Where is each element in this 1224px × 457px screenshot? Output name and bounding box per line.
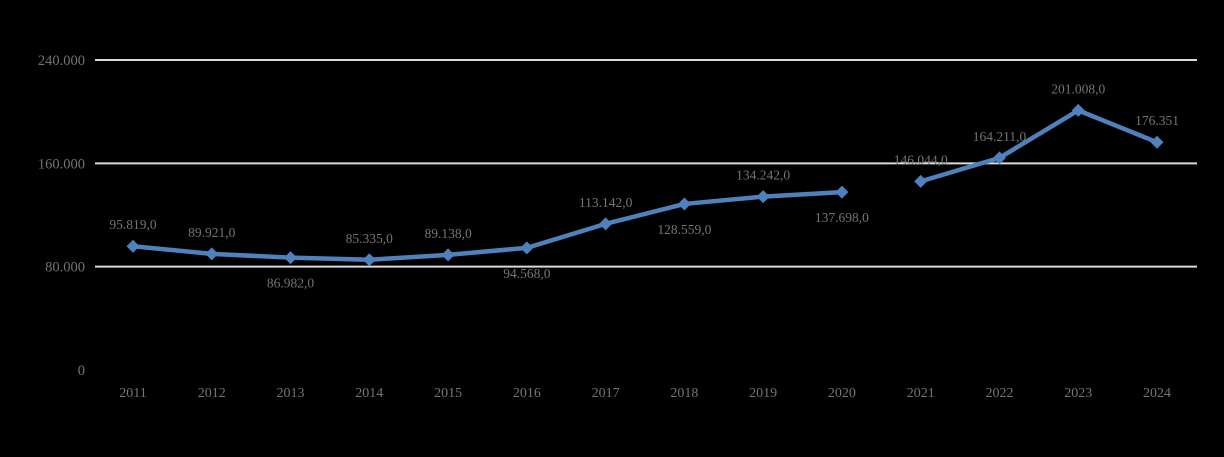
data-point-marker-2012 bbox=[205, 247, 219, 261]
x-axis-label-2022: 2022 bbox=[985, 386, 1013, 401]
data-point-marker-2020 bbox=[835, 185, 849, 199]
y-axis-label-0: 0 bbox=[78, 363, 85, 379]
data-label-2013: 86.982,0 bbox=[267, 276, 315, 291]
data-label-2024: 176.351 bbox=[1135, 113, 1179, 128]
data-point-marker-2018 bbox=[677, 197, 691, 211]
data-label-2016: 94.568,0 bbox=[503, 266, 551, 281]
data-point-marker-2022 bbox=[992, 151, 1006, 165]
x-axis-label-2012: 2012 bbox=[198, 386, 226, 401]
data-label-2022: 164.211,0 bbox=[973, 129, 1027, 144]
data-label-2014: 85.335,0 bbox=[346, 231, 394, 246]
x-axis-label-2021: 2021 bbox=[907, 386, 935, 401]
x-axis-label-2020: 2020 bbox=[828, 386, 856, 401]
data-point-marker-2019 bbox=[756, 190, 770, 204]
data-label-2020: 137.698,0 bbox=[815, 210, 869, 225]
x-axis-label-2017: 2017 bbox=[592, 386, 620, 401]
data-label-2019: 134.242,0 bbox=[736, 168, 790, 183]
y-axis-label-80.000: 80.000 bbox=[45, 260, 85, 276]
data-point-marker-2014 bbox=[362, 253, 376, 267]
data-point-marker-2024 bbox=[1150, 135, 1164, 149]
data-label-2017: 113.142,0 bbox=[579, 195, 633, 210]
x-axis-label-2023: 2023 bbox=[1064, 386, 1092, 401]
data-label-2015: 89.138,0 bbox=[424, 226, 472, 241]
x-axis-label-2014: 2014 bbox=[355, 386, 383, 401]
data-point-marker-2011 bbox=[126, 239, 140, 253]
y-axis-labels-group: 240.000 160.000 80.000 0 bbox=[38, 53, 85, 379]
markers-group bbox=[126, 103, 1164, 267]
x-axis-label-2016: 2016 bbox=[513, 386, 541, 401]
x-axis-label-2024: 2024 bbox=[1143, 386, 1171, 401]
y-axis-label-240.000: 240.000 bbox=[38, 53, 85, 69]
data-labels-group: 95.819,0 89.921,0 86.982,0 85.335,0 89.138,0… bbox=[109, 81, 1179, 290]
series-line-segment-2 bbox=[918, 108, 1160, 184]
data-point-marker-2017 bbox=[599, 217, 613, 231]
data-point-marker-2021 bbox=[914, 174, 928, 188]
data-label-2018: 128.559,0 bbox=[657, 222, 711, 237]
x-axis-label-2018: 2018 bbox=[670, 386, 698, 401]
data-label-2021: 146.044,0 bbox=[894, 152, 948, 167]
x-axis-labels-group: 2011 2012 2013 2014 2015 2016 2017 2018 2019 2020… bbox=[119, 386, 1171, 401]
x-axis-label-2013: 2013 bbox=[277, 386, 305, 401]
data-label-2023: 201.008,0 bbox=[1051, 81, 1105, 96]
data-point-marker-2023 bbox=[1071, 103, 1085, 117]
x-axis-label-2019: 2019 bbox=[749, 386, 777, 401]
data-label-2012: 89.921,0 bbox=[188, 225, 236, 240]
data-point-marker-2013 bbox=[284, 251, 298, 265]
y-axis-label-160.000: 160.000 bbox=[38, 156, 85, 172]
series-line-segment-1 bbox=[130, 189, 845, 263]
data-label-2011: 95.819,0 bbox=[109, 217, 157, 232]
data-point-marker-2016 bbox=[520, 241, 534, 255]
series-group bbox=[130, 108, 1160, 263]
data-point-marker-2015 bbox=[441, 248, 455, 262]
gridlines-group bbox=[95, 59, 1197, 268]
x-axis-label-2015: 2015 bbox=[434, 386, 462, 401]
x-axis-label-2011: 2011 bbox=[119, 386, 146, 401]
